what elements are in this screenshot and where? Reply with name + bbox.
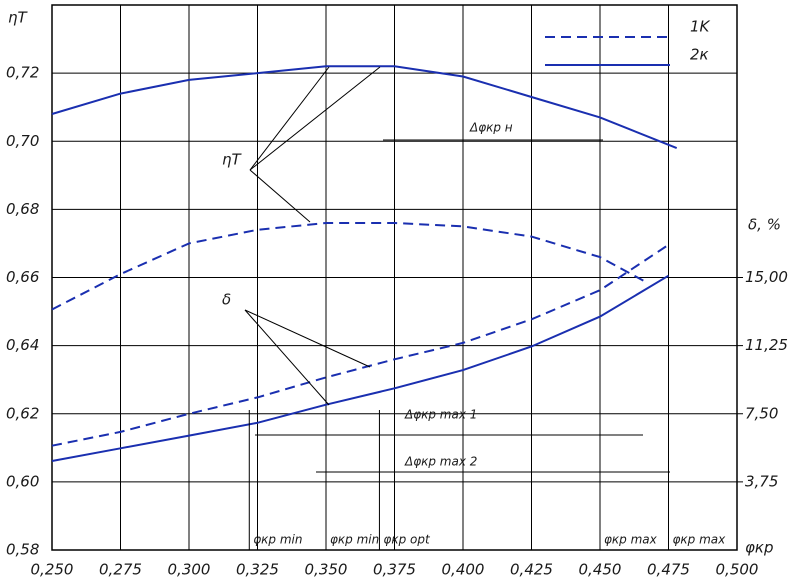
legend-label: 2к — [690, 46, 709, 64]
x-title: φкр — [745, 539, 773, 557]
x-tick-label: 0,300 — [168, 561, 211, 579]
x-tick-label: 0,475 — [647, 561, 690, 579]
y-tick-label: 0,58 — [6, 541, 39, 559]
data-line — [51, 274, 670, 462]
y2-tick-label: 15,00 — [745, 268, 788, 286]
annotation: Δφкр max 2 — [404, 455, 477, 469]
legend-label: 1K — [690, 18, 711, 36]
leader — [244, 309, 371, 368]
x-tick-label: 0,400 — [442, 561, 485, 579]
marker-label: φкр opt — [383, 533, 431, 547]
data-line — [51, 243, 670, 447]
marker-label: φкр max — [673, 533, 727, 547]
x-tick-label: 0,325 — [236, 561, 279, 579]
y2-title: δ, % — [748, 216, 781, 234]
leader — [249, 66, 330, 171]
x-tick-label: 0,250 — [31, 561, 74, 579]
data-line — [51, 65, 678, 150]
x-tick-label: 0,375 — [373, 561, 416, 579]
annotation: δ — [222, 291, 231, 309]
y-tick-label: 0,62 — [6, 404, 39, 422]
y2-tick-label: 11,25 — [745, 336, 788, 354]
x-tick-label: 0,275 — [99, 561, 142, 579]
x-tick-label: 0,450 — [579, 561, 622, 579]
annotation: Δφкр max 1 — [404, 408, 477, 422]
y-tick-label: 0,64 — [6, 336, 39, 354]
leader — [249, 169, 311, 223]
annotation: ηT — [222, 151, 243, 169]
y-title: ηT — [8, 9, 29, 27]
annotation: Δφкр н — [469, 121, 513, 135]
x-tick-label: 0,350 — [305, 561, 348, 579]
y-tick-label: 0,72 — [6, 64, 39, 82]
y2-tick-label: 7,50 — [745, 404, 778, 422]
marker-label: φкр min — [330, 533, 379, 547]
y-tick-label: 0,68 — [6, 200, 39, 218]
leader — [249, 66, 381, 171]
x-tick-label: 0,425 — [510, 561, 553, 579]
marker-label: φкр max — [604, 533, 658, 547]
data-line — [51, 222, 645, 311]
y-tick-label: 0,66 — [6, 268, 39, 286]
marker-label: φкр min — [253, 533, 302, 547]
y2-tick-label: 3,75 — [745, 472, 778, 490]
y-tick-label: 0,60 — [6, 472, 39, 490]
x-tick-label: 0,500 — [716, 561, 759, 579]
y-tick-label: 0,70 — [6, 132, 39, 150]
leader — [244, 309, 330, 406]
